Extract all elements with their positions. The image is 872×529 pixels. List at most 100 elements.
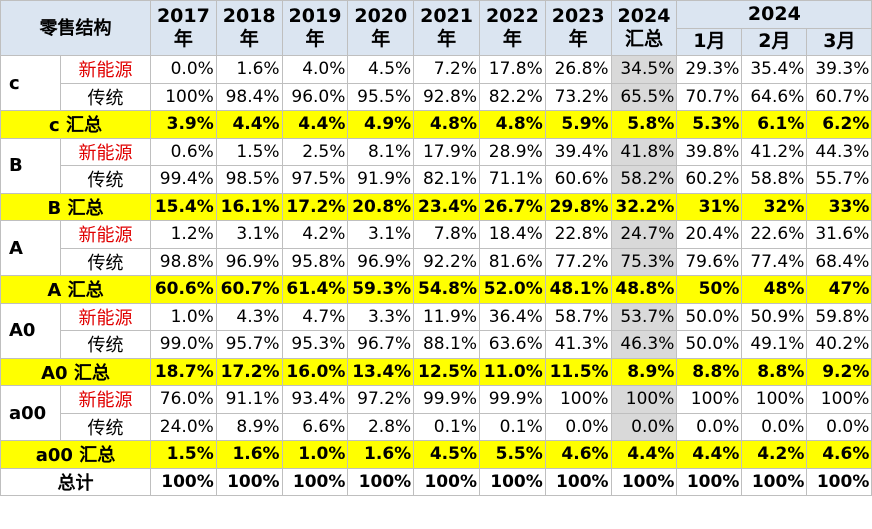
group-label: A <box>0 220 61 276</box>
data-row: 传统 99.4% 98.5% 97.5% 91.9% 82.1% 71.1% 60.6% 58.… <box>1 165 872 194</box>
cell: 18.7% <box>150 357 217 386</box>
cell: 4.5% <box>413 440 480 469</box>
retail-structure-table: 零售结构 2017 年 2018 年 2019 年 2020 年 2021 年 2022 年 2023 年 2… <box>0 0 872 496</box>
cell: 100% <box>413 467 480 496</box>
cell: 100% <box>478 467 546 496</box>
cell: 96.9% <box>347 247 415 276</box>
summary-row: A0 汇总 18.7% 17.2% 16.0% 13.4% 12.5% 11.0% 11.5%… <box>0 357 872 386</box>
month-header: 1月 <box>676 27 743 56</box>
cell: 41.3% <box>544 330 612 359</box>
cell: 99.4% <box>150 165 217 194</box>
cell: 17.8% <box>478 55 546 84</box>
cell: 99.9% <box>413 385 480 414</box>
cell: 11.9% <box>413 302 480 331</box>
unit: 年 <box>305 28 325 50</box>
cell: 3.9% <box>150 110 217 139</box>
cell: 100% <box>610 467 678 496</box>
cell: 100% <box>544 467 612 496</box>
year: 2021 <box>420 5 474 27</box>
cell: 1.6% <box>347 440 415 469</box>
summary-name: a00 汇总 <box>0 440 151 469</box>
cell: 100% <box>676 385 743 414</box>
cell: 55.7% <box>806 165 872 194</box>
cell: 35.4% <box>741 55 808 84</box>
cell: 68.4% <box>806 247 872 276</box>
year: 2024 <box>617 5 671 27</box>
cell: 20.8% <box>347 192 415 221</box>
cell: 18.4% <box>478 220 546 249</box>
cell: 32% <box>741 192 808 221</box>
cell: 4.8% <box>413 110 480 139</box>
cell: 95.5% <box>347 82 415 111</box>
cell: 12.5% <box>413 357 480 386</box>
cell: 100% <box>150 467 217 496</box>
cell: 100% <box>610 385 678 414</box>
cell: 65.5% <box>610 82 678 111</box>
cell: 0.0% <box>150 55 217 84</box>
corner-header: 零售结构 <box>0 0 151 56</box>
cell: 4.4% <box>281 110 349 139</box>
cell: 29.3% <box>676 55 743 84</box>
year-header: 2022 年 <box>478 0 546 56</box>
cell: 59.3% <box>347 275 415 304</box>
row-name: 新能源 <box>60 137 151 166</box>
group-label: B <box>0 137 61 194</box>
cell: 58.7% <box>544 302 612 331</box>
cell: 31.6% <box>806 220 872 249</box>
cell: 1.0% <box>281 440 349 469</box>
cell: 81.6% <box>478 247 546 276</box>
cell: 2.8% <box>347 412 415 441</box>
cell: 39.8% <box>676 137 743 166</box>
cell: 41.2% <box>741 137 808 166</box>
cell: 8.9% <box>610 357 678 386</box>
cell: 97.5% <box>281 165 349 194</box>
summary-name: A0 汇总 <box>0 357 151 386</box>
cell: 79.6% <box>676 247 743 276</box>
cell: 100% <box>741 467 808 496</box>
cell: 77.2% <box>544 247 612 276</box>
cell: 99.0% <box>150 330 217 359</box>
summary-row: c 汇总 3.9% 4.4% 4.4% 4.9% 4.8% 4.8% 5.9% 5.8% 5.3%… <box>0 110 872 139</box>
unit: 年 <box>437 28 457 50</box>
cell: 96.7% <box>347 330 415 359</box>
cell: 44.3% <box>806 137 872 166</box>
cell: 40.2% <box>806 330 872 359</box>
cell: 0.0% <box>676 412 743 441</box>
header-row: 1月 2月 3月 <box>1 27 872 56</box>
cell: 22.6% <box>741 220 808 249</box>
cell: 48.1% <box>544 275 612 304</box>
cell: 48% <box>741 275 808 304</box>
cell: 26.7% <box>478 192 546 221</box>
cell: 58.2% <box>610 165 678 194</box>
cell: 29.8% <box>544 192 612 221</box>
summary-name: A 汇总 <box>0 275 151 304</box>
cell: 71.1% <box>478 165 546 194</box>
cell: 64.6% <box>741 82 808 111</box>
row-name: 新能源 <box>60 302 151 331</box>
cell: 0.1% <box>478 412 546 441</box>
cell: 100% <box>806 467 872 496</box>
cell: 50.9% <box>741 302 808 331</box>
unit: 年 <box>239 28 259 50</box>
cell: 1.5% <box>150 440 217 469</box>
row-name: 新能源 <box>60 385 151 414</box>
cell: 99.9% <box>478 385 546 414</box>
year-header: 2020 年 <box>347 0 415 56</box>
row-name: 传统 <box>60 247 151 276</box>
cell: 1.0% <box>150 302 217 331</box>
cell: 73.2% <box>544 82 612 111</box>
cell: 91.9% <box>347 165 415 194</box>
cell: 95.3% <box>281 330 349 359</box>
cell: 16.1% <box>215 192 283 221</box>
cell: 46.3% <box>610 330 678 359</box>
cell: 5.8% <box>610 110 678 139</box>
cell: 1.6% <box>215 440 283 469</box>
cell: 8.8% <box>676 357 743 386</box>
cell: 48.8% <box>610 275 678 304</box>
data-row: 传统 100% 98.4% 96.0% 95.5% 92.8% 82.2% 73.2% 65.5… <box>1 82 872 111</box>
cell: 41.8% <box>610 137 678 166</box>
cell: 0.0% <box>544 412 612 441</box>
row-name: 新能源 <box>60 55 151 84</box>
cell: 4.4% <box>215 110 283 139</box>
summary-row: a00 汇总 1.5% 1.6% 1.0% 1.6% 4.5% 5.5% 4.6% 4.4% 4.… <box>0 440 872 469</box>
